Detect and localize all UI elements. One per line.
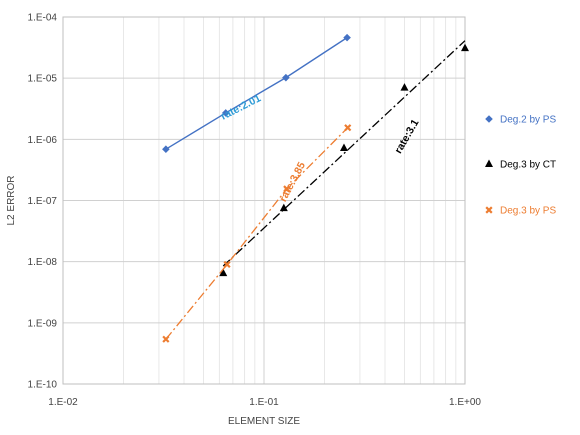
deg-2-by-ps-point: [162, 145, 170, 153]
deg-3-by-ct-line: [222, 40, 466, 267]
y-axis-ticks: 1.E-04 1.E-05 1.E-06 1.E-07 1.E-08 1.E-09 1.E-…: [28, 13, 58, 391]
grid: [62, 16, 465, 385]
legend-label: Deg.3 by PS: [500, 206, 556, 217]
series-deg-3-by-ct: [219, 40, 469, 277]
deg-2-by-ps-line: [165, 37, 348, 150]
deg-2-by-ps-point: [282, 73, 290, 82]
x-axis-title: ELEMENT SIZE: [228, 416, 300, 427]
deg-3-by-ct-point: [400, 83, 409, 91]
y-tick-label: 1.E-10: [28, 380, 58, 391]
legend-label: Deg.3 by CT: [500, 160, 556, 171]
y-axis-title: L2 ERROR: [6, 175, 17, 225]
x-axis-ticks: 1.E-02 1.E-01 1.E+00: [48, 397, 481, 408]
rate-annotation: rate:3.1: [392, 117, 421, 155]
rate-annotation: rate:3.85: [277, 160, 308, 204]
x-tick-label: 1.E+00: [449, 397, 481, 408]
deg-3-by-ps-point: [344, 124, 352, 132]
y-tick-label: 1.E-09: [28, 318, 58, 329]
deg-3-by-ct-point: [219, 268, 228, 277]
deg-3-by-ps-point: [283, 185, 291, 193]
deg-3-by-ps-point: [223, 260, 231, 269]
legend-item-deg-2-by-ps: Deg.2 by PS: [485, 115, 556, 126]
deg-3-by-ct-point: [461, 43, 469, 52]
series: [162, 33, 469, 343]
legend-marker: [485, 115, 493, 123]
deg-3-by-ct-point: [279, 203, 288, 212]
rate-annotation: rate:2.01: [219, 92, 263, 122]
y-tick-label: 1.E-05: [28, 74, 58, 85]
y-tick-label: 1.E-07: [28, 196, 58, 207]
plot-area-frame: [62, 16, 466, 385]
legend-marker: [485, 159, 493, 167]
x-tick-label: 1.E-02: [48, 397, 78, 408]
deg-3-by-ps-point: [162, 335, 170, 343]
y-tick-label: 1.E-06: [28, 135, 58, 146]
series-deg-3-by-ps: [162, 124, 352, 343]
y-tick-label: 1.E-04: [28, 13, 58, 24]
x-tick-label: 1.E-01: [249, 397, 279, 408]
series-deg-2-by-ps: [162, 33, 351, 153]
deg-2-by-ps-point: [343, 33, 351, 42]
y-tick-label: 1.E-08: [28, 257, 58, 268]
deg-3-by-ct-point: [339, 143, 348, 152]
deg-2-by-ps-point: [221, 109, 230, 117]
legend-item-deg-3-by-ct: Deg.3 by CT: [485, 159, 556, 171]
legend-item-deg-3-by-ps: Deg.3 by PS: [485, 206, 556, 217]
legend: Deg.2 by PS Deg.3 by CT Deg.3 by PS: [485, 115, 556, 217]
deg-3-by-ps-line: [165, 127, 349, 340]
legend-marker: [485, 206, 493, 214]
legend-label: Deg.2 by PS: [500, 115, 556, 126]
